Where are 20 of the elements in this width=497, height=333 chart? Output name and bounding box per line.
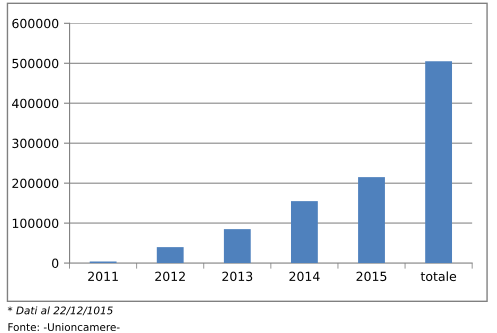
x-tick-label: totale: [420, 271, 456, 282]
source-note: Fonte: -Unioncamere-: [8, 322, 120, 332]
y-tick-label: 0: [52, 258, 58, 268]
x-tick-label: 2014: [289, 272, 320, 282]
y-tick-label: 600000: [12, 18, 58, 28]
y-tick-label: 200000: [12, 178, 58, 188]
x-tick-label: 2013: [222, 272, 252, 282]
y-tick-label: 100000: [12, 218, 58, 228]
x-tick-label: 2015: [356, 272, 386, 282]
bar: [425, 61, 452, 264]
bar: [156, 247, 184, 264]
bar: [358, 177, 385, 264]
text: * Dati al 22/12/1015: [8, 306, 113, 316]
bar: [290, 201, 318, 264]
y-tick-label: 400000: [12, 98, 58, 108]
y-tick-label: 300000: [12, 138, 58, 148]
y-tick-label: 500000: [12, 58, 58, 68]
x-tick-label: 2012: [155, 272, 185, 282]
bar: [224, 229, 251, 264]
x-tick-label: 2011: [88, 272, 118, 282]
